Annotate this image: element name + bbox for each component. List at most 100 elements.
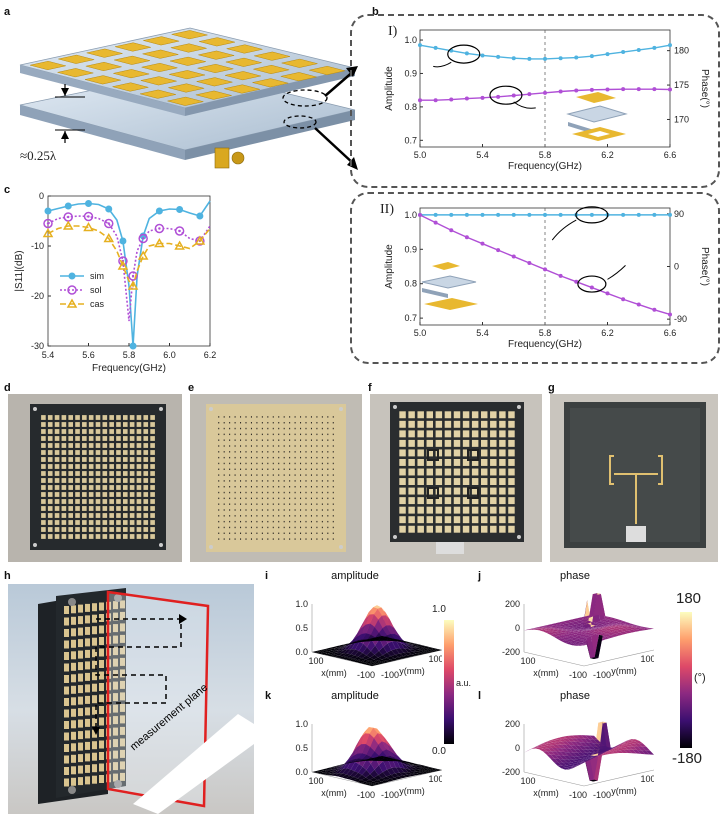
x-tick-label: 6.2 (204, 350, 217, 360)
surface-facet (597, 626, 606, 628)
surface-facet (366, 746, 375, 757)
series-point (543, 90, 547, 95)
patch-cell (140, 76, 177, 86)
surface-facet (403, 641, 412, 644)
cell (68, 513, 74, 518)
cell (327, 480, 329, 482)
surface-facet (370, 769, 379, 778)
surface-facet (327, 654, 336, 657)
surface-facet (615, 747, 624, 751)
cell (426, 411, 434, 419)
surface-facet (604, 627, 613, 629)
surface-facet (558, 634, 567, 639)
cell (471, 449, 479, 457)
cell (289, 538, 291, 540)
surface-facet (553, 742, 562, 745)
cell (54, 506, 60, 511)
surface-facet (573, 641, 582, 645)
surface-facet (539, 746, 548, 749)
legend-label: cas (90, 299, 105, 309)
cell (41, 492, 46, 497)
cell (150, 513, 155, 518)
cell (218, 491, 220, 494)
surface-facet (592, 629, 601, 632)
cell (327, 520, 329, 523)
surface-facet (333, 647, 342, 649)
patch-cell (169, 56, 206, 66)
cell (267, 422, 269, 424)
cell (508, 411, 515, 419)
patch-cell (99, 648, 104, 657)
patch-cell (169, 70, 206, 80)
surface-facet (569, 629, 578, 631)
surface-facet (386, 749, 395, 758)
z-tick-label: 0 (515, 743, 520, 753)
screw-hole (209, 545, 213, 549)
surface-facet (422, 648, 431, 651)
cell (122, 415, 128, 420)
panel-letter-d: d (4, 382, 11, 394)
cell (261, 503, 263, 505)
patch-cell (99, 729, 104, 737)
cell (223, 474, 225, 476)
cell (240, 433, 242, 436)
surface-facet (559, 759, 568, 763)
surface-facet (564, 629, 573, 631)
surface-facet (355, 760, 364, 762)
cell (310, 474, 312, 476)
cell (508, 420, 515, 428)
surface-facet (574, 635, 583, 639)
cell (240, 509, 242, 511)
cell (234, 491, 236, 494)
surface-facet (604, 747, 613, 750)
surface-facet (405, 764, 414, 770)
surface-facet (619, 621, 628, 624)
x-tick-label: 6.2 (601, 328, 614, 338)
cell (150, 436, 155, 441)
surface-facet (588, 629, 597, 631)
cell (316, 456, 318, 459)
surface-facet (579, 622, 588, 626)
cell (283, 532, 285, 534)
patch-cell (71, 639, 76, 648)
cell (499, 525, 506, 533)
cell (143, 471, 149, 476)
cell (41, 499, 46, 504)
cell (136, 506, 142, 511)
surface-facet (595, 621, 604, 624)
surface-facet (577, 756, 586, 759)
cell (150, 499, 155, 504)
surface-facet (320, 770, 329, 773)
surface-facet (555, 755, 564, 760)
cell (61, 527, 67, 532)
cell (250, 422, 252, 424)
surface-facet (337, 646, 346, 649)
panel-letter-c: c (4, 184, 11, 196)
cell (218, 515, 220, 517)
cell (143, 415, 149, 420)
y-tick-label: 0.9 (404, 244, 417, 254)
cell (68, 520, 74, 525)
cell (261, 433, 263, 436)
cell (229, 509, 231, 511)
surface-facet (575, 738, 584, 743)
callout-ellipse (577, 275, 607, 293)
patch-cell (113, 658, 118, 667)
surface-facet (569, 628, 578, 630)
cell (300, 474, 302, 476)
cell (444, 487, 452, 495)
patch-cell (113, 739, 118, 748)
cell (129, 513, 135, 518)
surface-facet (416, 652, 425, 655)
surface-facet (545, 740, 554, 742)
surface-facet (599, 632, 608, 636)
series-point-core (131, 274, 135, 278)
cell (68, 415, 74, 420)
surface-facet (552, 747, 561, 752)
cell (68, 478, 74, 483)
cell (256, 439, 258, 441)
cell (321, 480, 323, 482)
surface-facet (372, 760, 381, 761)
colorbar-amplitude (444, 620, 454, 744)
